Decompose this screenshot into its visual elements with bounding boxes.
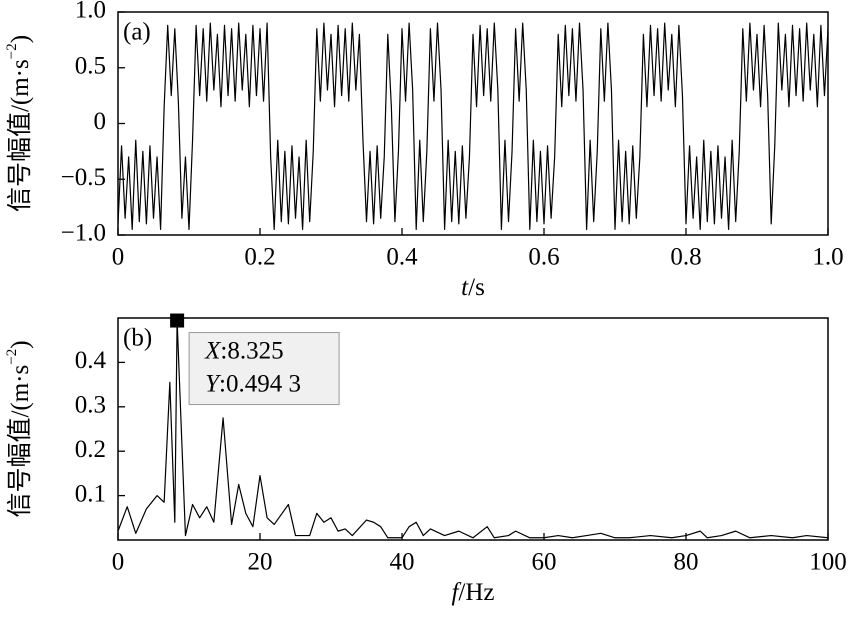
annotation-value: :8.325 (220, 337, 283, 364)
y-tick-label: 0.5 (75, 52, 106, 79)
x-tick-label: 40 (390, 549, 415, 576)
x-tick-label: 0.2 (244, 244, 275, 271)
plot-area (118, 319, 828, 539)
x-tick-label: 80 (674, 549, 699, 576)
x-tick-label: 1.0 (812, 244, 843, 271)
y-tick-label: 0.4 (75, 347, 107, 374)
annotation-name: Y (205, 370, 222, 397)
y-axis-label: 信号幅值/(m·s−2) (4, 340, 33, 517)
x-tick-label: 20 (248, 549, 273, 576)
x-tick-label: 100 (809, 549, 847, 576)
x-axis-label: f/Hz (451, 579, 494, 606)
x-tick-label: 0 (112, 549, 125, 576)
x-axis-symbol: t (461, 274, 469, 301)
y-axis-close: ) (7, 340, 34, 348)
y-tick-label: 0.1 (75, 480, 106, 507)
plot-area (118, 22, 828, 231)
signal-line (118, 319, 828, 539)
x-axis-unit: /s (468, 274, 485, 301)
x-axis-label: t/s (461, 274, 485, 301)
x-tick-label: 0 (112, 244, 125, 271)
annotation-text: X:8.325 (204, 337, 283, 364)
x-axis-symbol: f (451, 579, 461, 606)
x-tick-label: 60 (532, 549, 557, 576)
y-axis-text: 信号幅值/(m·s (6, 59, 34, 212)
y-axis-close: ) (7, 35, 34, 43)
y-axis-text: 信号幅值/(m·s (6, 365, 34, 518)
x-tick-label: 0.8 (670, 244, 701, 271)
x-tick-label: 0.4 (386, 244, 418, 271)
y-axis-exponent: −2 (4, 349, 20, 365)
y-tick-label: −0.5 (61, 164, 106, 191)
y-tick-label: 0.3 (75, 392, 106, 419)
y-axis-label: 信号幅值/(m·s−2) (4, 35, 33, 212)
signal-line (118, 22, 828, 231)
axes-frame (117, 317, 829, 541)
y-axis-exponent: −2 (4, 43, 20, 59)
y-tick-label: 0.2 (75, 436, 106, 463)
panel-label: (a) (123, 19, 151, 46)
annotation-name: X (204, 337, 222, 364)
annotation-text: Y:0.494 3 (205, 370, 301, 397)
annotation-box (188, 332, 340, 406)
x-tick-label: 0.6 (528, 244, 559, 271)
x-axis-unit: /Hz (458, 579, 494, 606)
y-tick-label: 1.0 (75, 0, 106, 24)
panel-label: (b) (123, 325, 152, 352)
peak-marker (170, 313, 185, 328)
annotation-value: :0.494 3 (219, 370, 301, 397)
y-tick-label: −1.0 (61, 220, 106, 247)
y-tick-label: 0 (94, 108, 107, 135)
